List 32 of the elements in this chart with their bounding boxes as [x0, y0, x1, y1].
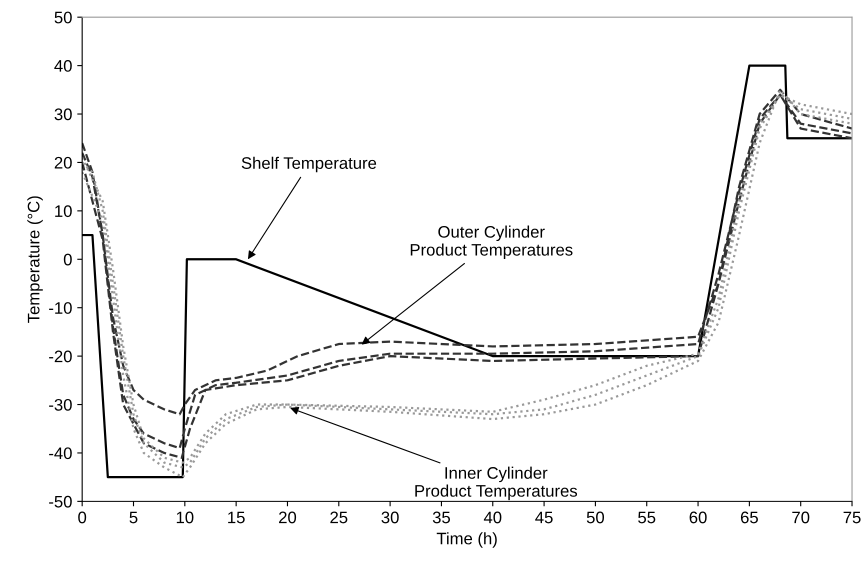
x-axis-title: Time (h) — [436, 532, 497, 548]
x-tick-label: 70 — [792, 512, 810, 524]
annotation: Shelf Temperature — [242, 156, 376, 172]
y-tick-label: 30 — [54, 108, 72, 120]
x-tick-label: 60 — [690, 512, 707, 524]
x-tick-label: 30 — [381, 512, 399, 524]
y-tick-label: 50 — [54, 12, 72, 24]
y-tick-label: 20 — [54, 156, 72, 169]
y-tick-label: 40 — [54, 60, 72, 72]
x-tick-label: 75 — [844, 512, 861, 524]
y-tick-label: -10 — [49, 302, 72, 314]
x-tick-label: 0 — [78, 512, 86, 524]
annotation: Inner Cylinder Product Temperatures — [415, 466, 578, 500]
x-tick-label: 10 — [176, 512, 194, 524]
x-tick-label: 45 — [535, 512, 553, 524]
y-tick-label: 0 — [64, 254, 72, 266]
x-tick-label: 25 — [330, 512, 348, 524]
x-tick-label: 50 — [586, 512, 604, 524]
x-tick-label: 15 — [228, 512, 245, 524]
y-tick-label: 10 — [55, 205, 72, 218]
x-tick-label: 40 — [484, 512, 502, 524]
y-tick-label: -50 — [49, 496, 72, 508]
annotation: Outer Cylinder Product Temperatures — [410, 226, 573, 260]
x-tick-label: 65 — [740, 512, 758, 524]
x-tick-label: 5 — [130, 512, 138, 524]
y-tick-label: -40 — [49, 447, 72, 460]
y-tick-label: -30 — [49, 398, 72, 411]
x-tick-label: 35 — [432, 512, 450, 524]
x-tick-label: 55 — [638, 512, 656, 524]
x-tick-label: 20 — [279, 512, 296, 524]
y-axis-title: Temperature (°C) — [27, 196, 43, 323]
y-tick-label: -20 — [49, 350, 72, 362]
